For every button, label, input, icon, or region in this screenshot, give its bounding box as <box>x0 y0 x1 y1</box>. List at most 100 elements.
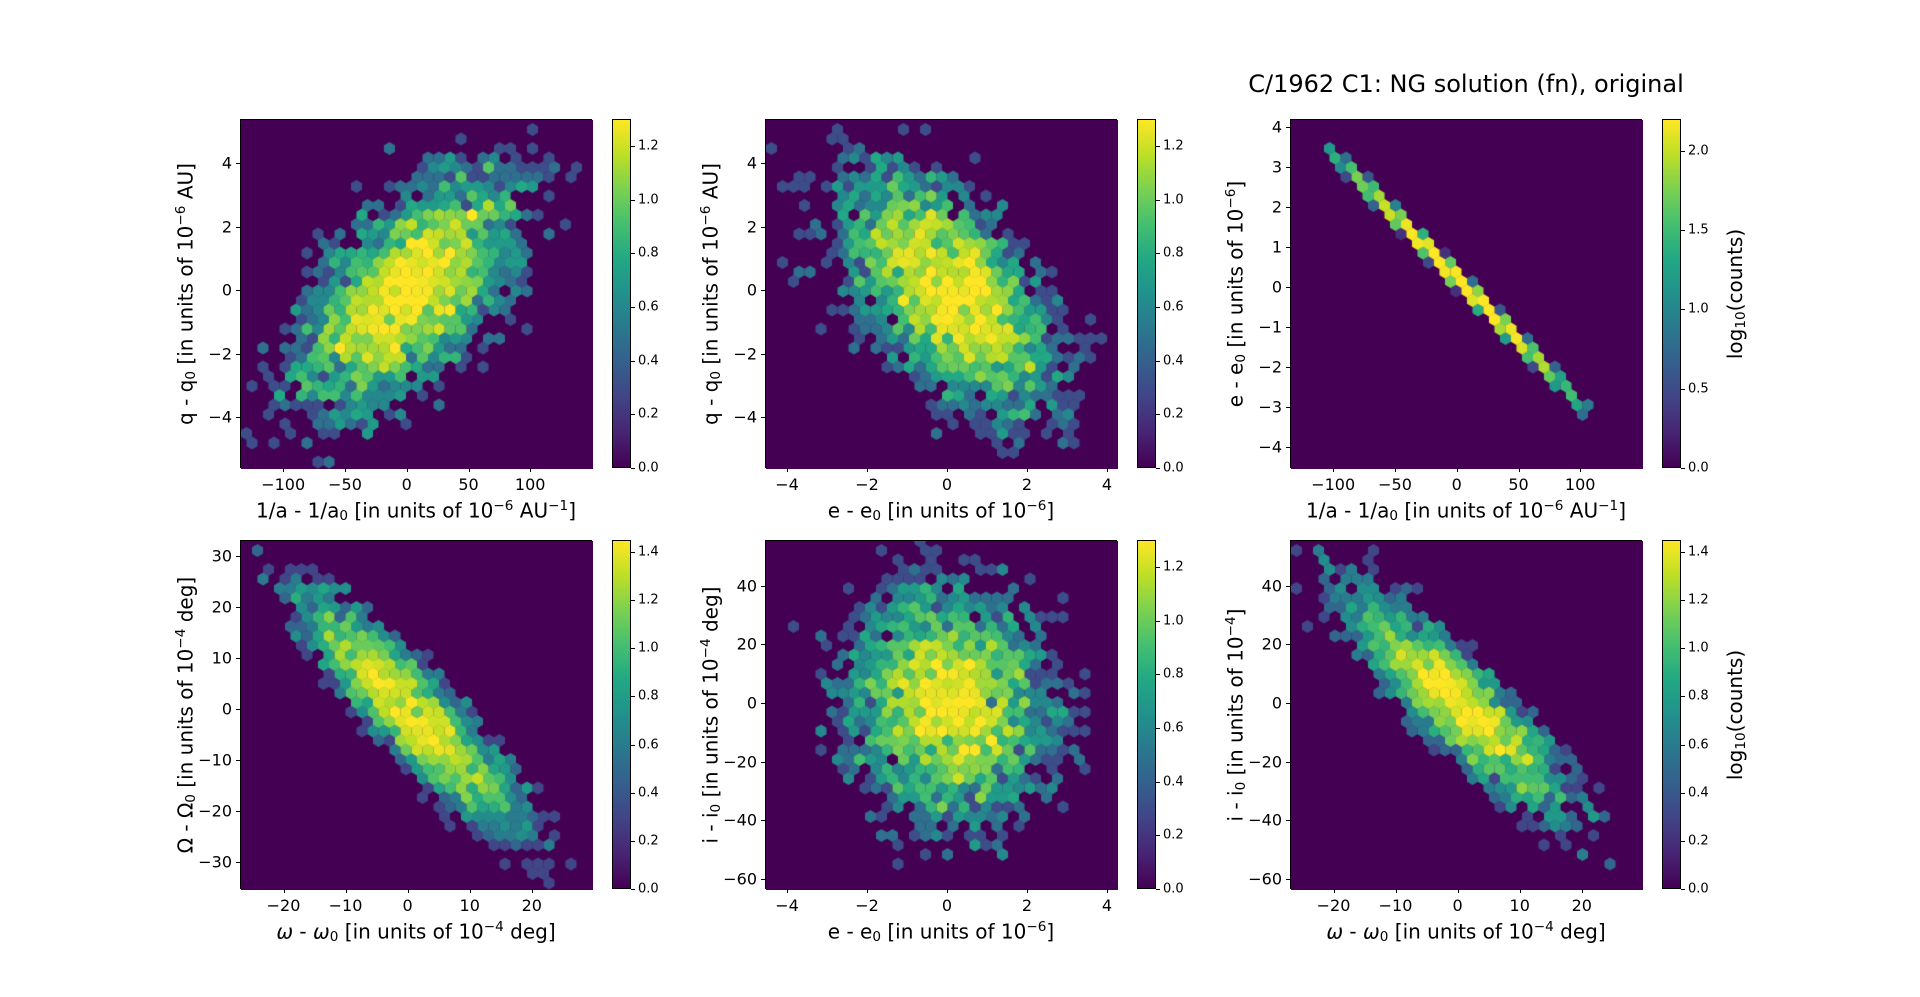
colorbar-tickmark <box>1681 552 1685 553</box>
y-tickmark <box>236 290 240 292</box>
label-segment: [in units of 10 <box>173 648 198 794</box>
y-tickmark <box>236 708 240 710</box>
colorbar-Omega-vs-omega <box>612 540 631 889</box>
y-tickmark <box>1286 761 1290 763</box>
label-segment: [in units of 10 <box>698 657 723 804</box>
x-tick-label: 100 <box>514 475 546 494</box>
x-tick-label: 10 <box>459 896 480 915</box>
y-tickmark <box>1286 167 1290 168</box>
y-tick-label: −20 <box>1248 752 1282 771</box>
y-tickmark <box>236 657 240 659</box>
plot-area-i-vs-omega <box>1290 540 1643 890</box>
x-tick-label: −4 <box>775 475 799 494</box>
colorbar-tickmark <box>631 889 635 890</box>
y-tick-label: 20 <box>211 597 232 617</box>
label-segment: [in units of 10 <box>1223 635 1248 782</box>
colorbar-tick-label: 0.8 <box>1163 666 1184 682</box>
plot-area-i-vs-e <box>765 540 1118 890</box>
colorbar-tick-label: 0.0 <box>1688 460 1709 476</box>
colorbar-tick-label: 2.0 <box>1688 143 1709 159</box>
colorbar-tick-label: 1.2 <box>1688 592 1709 608</box>
y-tickmark <box>761 644 765 646</box>
y-tickmark <box>236 862 240 863</box>
y-tick-label: −10 <box>198 750 232 770</box>
label-segment: ] <box>568 498 576 523</box>
hexbin-canvas-i-vs-e <box>766 541 1118 890</box>
colorbar-tick-label: 0.2 <box>1688 833 1709 849</box>
y-tick-label: 0 <box>221 699 232 719</box>
colorbar-tick-label: 0.6 <box>1688 737 1709 753</box>
y-tick-label: 2 <box>1271 197 1282 217</box>
label-segment: 0 <box>183 370 200 380</box>
y-tickmark <box>236 353 240 355</box>
label-segment: deg] <box>173 576 198 629</box>
label-segment: deg] <box>1553 919 1606 944</box>
label-segment: - <box>1343 919 1363 944</box>
x-tickmark <box>468 468 470 472</box>
label-segment: −6 <box>1543 498 1564 514</box>
colorbar-tick-label: 1.0 <box>1688 640 1709 656</box>
x-tickmark <box>406 468 408 472</box>
y-tickmark <box>1286 644 1290 646</box>
label-segment: ] <box>1223 608 1248 616</box>
label-segment: Ω - Ω <box>173 802 198 853</box>
colorbar-tick-label: 0.0 <box>1688 881 1709 897</box>
colorbar-tick-label: 0.0 <box>1163 881 1184 897</box>
hexbin-canvas-q-vs-inva <box>241 120 593 469</box>
y-tickmark <box>236 555 240 557</box>
x-tick-label: 100 <box>1564 475 1596 494</box>
colorbar-tick-label: 0.6 <box>638 299 659 315</box>
y-tickmark <box>1286 247 1290 249</box>
y-tickmark <box>761 290 765 292</box>
colorbar-tickmark <box>631 552 635 553</box>
y-tickmark <box>236 606 240 608</box>
y-tickmark <box>761 163 765 165</box>
x-tick-label: −50 <box>1378 475 1412 494</box>
colorbar-tick-label: 1.5 <box>1688 222 1709 238</box>
y-tickmark <box>761 353 765 355</box>
y-tick-label: 3 <box>1271 157 1282 177</box>
x-tick-label: −10 <box>1378 896 1413 915</box>
label-segment: e - e <box>827 498 873 523</box>
plot-area-Omega-vs-omega <box>240 540 593 890</box>
label-segment: [in units of 10 <box>348 498 494 523</box>
label-segment: 0 <box>872 929 881 946</box>
colorbar-tick-label: 1.4 <box>1688 544 1709 560</box>
label-segment: −6 <box>493 498 514 514</box>
y-tick-label: 40 <box>736 576 757 596</box>
colorbar-tickmark <box>1681 696 1685 698</box>
label-segment: ] <box>1223 180 1248 189</box>
colorbar-q-vs-e <box>1137 119 1156 468</box>
y-tickmark <box>236 226 240 228</box>
x-tickmark <box>867 468 868 472</box>
y-tickmark <box>236 417 240 419</box>
label-segment: 0 <box>183 793 200 803</box>
x-tick-label: −2 <box>855 896 879 915</box>
y-tickmark <box>1286 287 1290 289</box>
plot-area-e-vs-inva <box>1290 119 1643 469</box>
colorbar-tickmark <box>1156 620 1160 622</box>
label-segment: −1 <box>548 498 569 514</box>
y-tick-label: −60 <box>1248 869 1282 889</box>
x-tick-label: 50 <box>1508 475 1529 494</box>
x-tickmark <box>787 889 788 893</box>
x-tick-label: 0 <box>941 896 953 915</box>
label-segment: 10 <box>1732 731 1749 750</box>
x-tick-label: 2 <box>1021 896 1033 915</box>
colorbar-tickmark <box>1156 145 1160 147</box>
x-tickmark <box>283 889 285 893</box>
y-tickmark <box>1286 407 1290 409</box>
colorbar-tick-label: 0.8 <box>1163 245 1184 261</box>
colorbar-tickmark <box>1156 889 1160 890</box>
hexbin-canvas-i-vs-omega <box>1291 541 1643 890</box>
colorbar-tickmark <box>631 145 635 147</box>
hexbin-canvas-Omega-vs-omega <box>241 541 593 890</box>
colorbar-tick-label: 1.0 <box>638 640 659 656</box>
colorbar-tickmark <box>631 199 635 201</box>
colorbar-tickmark <box>1681 889 1685 890</box>
colorbar-tickmark <box>1156 468 1160 469</box>
y-tick-label: 20 <box>1261 634 1282 654</box>
label-segment: −4 <box>1222 615 1239 636</box>
label-segment: −4 <box>483 919 504 935</box>
x-tickmark <box>1027 889 1028 893</box>
